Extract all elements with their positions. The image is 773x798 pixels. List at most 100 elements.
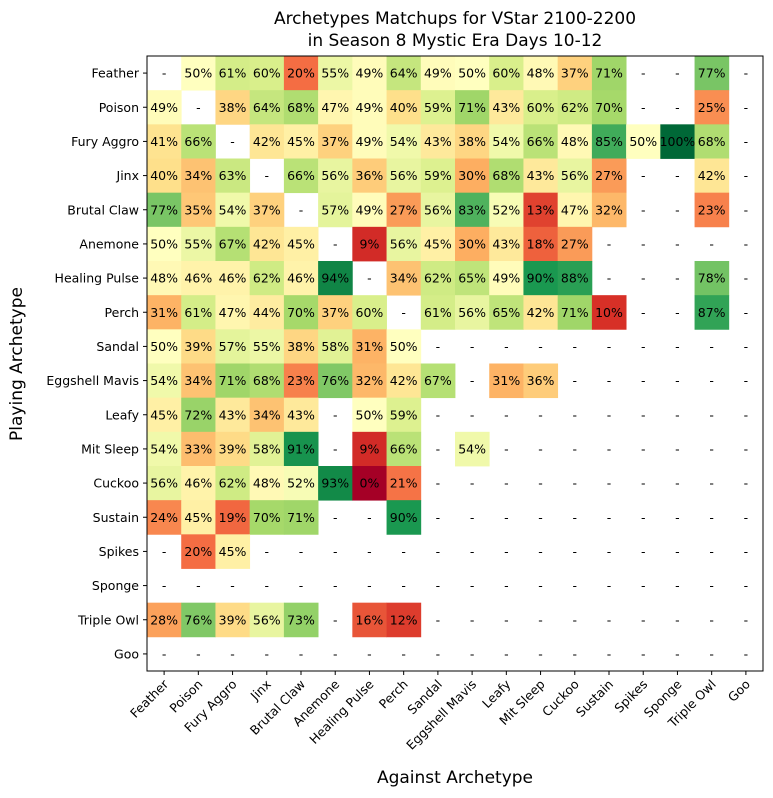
cell-label: 28%	[150, 612, 178, 627]
cell-label: -	[675, 612, 680, 627]
cell-label: -	[470, 373, 475, 388]
cell-label: 50%	[356, 407, 384, 422]
heatmap-cell	[249, 90, 285, 125]
cell-label: -	[641, 510, 646, 525]
heatmap-cell	[591, 90, 627, 125]
y-tick-label: Anemone	[79, 236, 139, 251]
cell-label: 16%	[356, 612, 384, 627]
cell-label: 57%	[321, 202, 349, 217]
y-tick-label: Leafy	[105, 407, 139, 422]
cell-label: -	[573, 544, 578, 559]
cell-label: 56%	[424, 202, 452, 217]
heatmap-cell	[557, 90, 593, 125]
cell-label: 50%	[150, 236, 178, 251]
cell-label: -	[744, 202, 749, 217]
heatmap-cell	[420, 158, 456, 194]
cell-label: -	[709, 339, 714, 354]
cell-label: 57%	[219, 339, 247, 354]
heatmap-cell	[523, 226, 559, 262]
cell-label: -	[299, 578, 304, 593]
cell-label: 77%	[698, 66, 726, 81]
heatmap-cell	[557, 261, 593, 296]
cell-label: -	[675, 305, 680, 320]
heatmap-cell	[694, 158, 730, 194]
heatmap-cell	[147, 431, 182, 467]
heatmap-cell	[386, 158, 422, 194]
y-tick-label: Goo	[114, 646, 139, 661]
cell-label: 49%	[150, 100, 178, 115]
cell-label: -	[641, 407, 646, 422]
cell-label: -	[265, 544, 270, 559]
cell-label: -	[675, 202, 680, 217]
cell-label: -	[333, 510, 338, 525]
heatmap-cell	[386, 397, 422, 433]
x-tick-label: Feather	[127, 676, 172, 721]
heatmap-cell	[386, 363, 422, 399]
heatmap-cell	[318, 261, 353, 296]
cell-label: -	[538, 544, 543, 559]
chart-title-line1: Archetypes Matchups for VStar 2100-2200	[274, 9, 636, 29]
heatmap-cell	[489, 124, 524, 159]
cell-label: -	[641, 441, 646, 456]
heatmap-cell	[386, 261, 422, 296]
heatmap-cell	[591, 124, 627, 159]
cell-label: 60%	[527, 100, 555, 115]
cell-label: 85%	[595, 134, 623, 149]
cell-label: 59%	[424, 168, 452, 183]
cell-label: 50%	[629, 134, 657, 149]
cell-label: 94%	[321, 271, 349, 286]
heatmap-cell	[352, 431, 387, 467]
cell-label: 68%	[492, 168, 520, 183]
heatmap-cell	[318, 295, 353, 330]
cell-label: 54%	[458, 441, 486, 456]
heatmap-cell	[318, 363, 353, 399]
cell-label: -	[641, 100, 646, 115]
heatmap-cell	[455, 192, 490, 228]
cell-label: 40%	[390, 100, 418, 115]
heatmap-cell	[181, 397, 216, 433]
heatmap-cell	[283, 261, 319, 296]
cell-label: -	[709, 612, 714, 627]
y-tick-label: Sustain	[93, 510, 139, 525]
heatmap-cell	[694, 124, 730, 159]
cell-label: 48%	[253, 476, 281, 491]
y-axis-label: Playing Archetype	[7, 287, 27, 441]
cell-label: 55%	[184, 236, 212, 251]
cell-label: -	[333, 407, 338, 422]
heatmap-cell	[420, 124, 456, 159]
cell-label: -	[675, 476, 680, 491]
cell-label: -	[299, 646, 304, 661]
heatmap-cell	[318, 466, 353, 501]
cell-label: 44%	[253, 305, 281, 320]
cell-label: -	[436, 339, 441, 354]
cell-label: 61%	[219, 66, 247, 81]
cell-label: -	[573, 646, 578, 661]
cell-label: 40%	[150, 168, 178, 183]
x-tick-label: Sustain	[573, 677, 616, 720]
heatmap-cell	[283, 329, 319, 364]
cell-label: 33%	[184, 441, 212, 456]
cell-label: -	[709, 236, 714, 251]
cell-label: -	[641, 168, 646, 183]
cell-label: -	[367, 510, 372, 525]
cell-label: 50%	[458, 66, 486, 81]
cell-label: -	[709, 510, 714, 525]
heatmap-cell	[420, 226, 456, 262]
cell-label: -	[641, 339, 646, 354]
heatmap-cell	[283, 602, 319, 638]
cell-label: 62%	[253, 271, 281, 286]
cell-label: 43%	[492, 100, 520, 115]
cell-label: -	[196, 100, 201, 115]
cell-label: -	[504, 578, 509, 593]
heatmap-cell	[181, 431, 216, 467]
cell-label: 45%	[424, 236, 452, 251]
heatmap-cell	[283, 90, 319, 125]
cell-label: -	[401, 305, 406, 320]
cell-label: 50%	[150, 339, 178, 354]
cell-label: 19%	[219, 510, 247, 525]
heatmap-cell	[215, 226, 251, 262]
cell-label: -	[744, 271, 749, 286]
cell-label: 66%	[390, 441, 418, 456]
cell-label: -	[641, 544, 646, 559]
cell-label: 34%	[253, 407, 281, 422]
